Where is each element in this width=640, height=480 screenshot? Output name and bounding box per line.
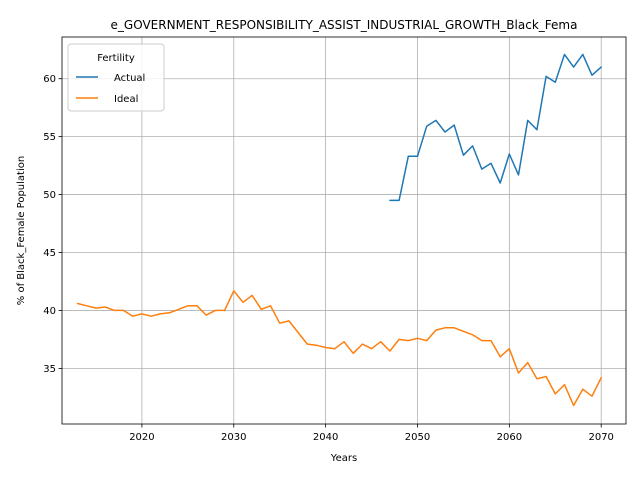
plot-area xyxy=(61,36,627,425)
legend-label-actual: Actual xyxy=(114,73,145,84)
legend: Fertility Actual Ideal xyxy=(67,43,165,112)
x-tick-label: 2030 xyxy=(221,432,246,443)
legend-box xyxy=(67,43,165,112)
y-tick-label: 45 xyxy=(43,248,56,259)
x-axis-label: Years xyxy=(330,453,357,464)
series-line-ideal xyxy=(76,290,602,407)
y-tick-label: 60 xyxy=(43,74,56,85)
legend-title: Fertility xyxy=(97,53,135,64)
axis-ticks: 2020 2030 2040 2050 2060 2070 35 40 45 50 55 60 xyxy=(43,74,614,443)
x-tick-label: 2070 xyxy=(588,432,613,443)
chart-title: e_GOVERNMENT_RESPONSIBILITY_ASSIST_INDUS… xyxy=(111,18,578,32)
y-tick-label: 35 xyxy=(43,364,56,375)
y-axis-label: % of Black_Female Population xyxy=(16,156,27,305)
y-tick-label: 55 xyxy=(43,132,56,143)
x-tick-label: 2020 xyxy=(129,432,154,443)
legend-label-ideal: Ideal xyxy=(114,94,138,105)
series-line-actual xyxy=(389,53,602,202)
x-tick-label: 2050 xyxy=(405,432,430,443)
x-tick-label: 2060 xyxy=(497,432,522,443)
series-lines xyxy=(76,53,602,407)
y-tick-label: 50 xyxy=(43,190,56,201)
y-tick-label: 40 xyxy=(43,306,56,317)
grid xyxy=(62,37,626,424)
x-tick-label: 2040 xyxy=(313,432,338,443)
